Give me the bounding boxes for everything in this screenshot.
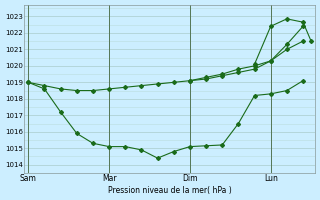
X-axis label: Pression niveau de la mer( hPa ): Pression niveau de la mer( hPa ) <box>108 186 232 195</box>
